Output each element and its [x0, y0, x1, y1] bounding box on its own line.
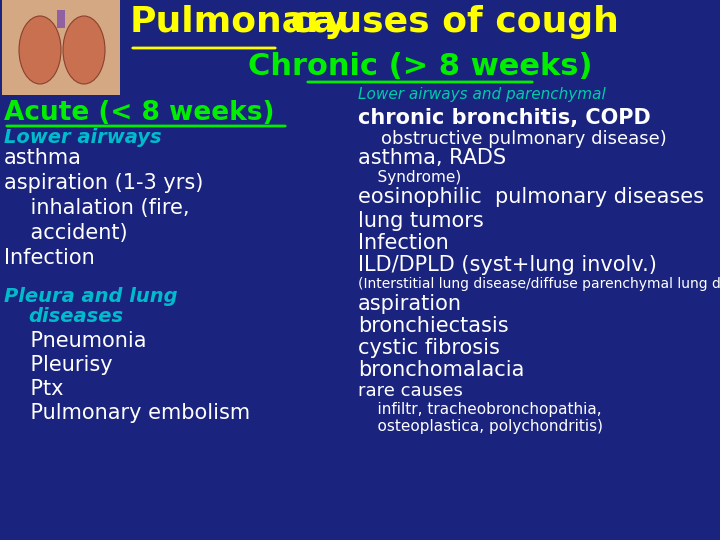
Text: Syndrome): Syndrome) — [358, 170, 462, 185]
Text: Chronic (> 8 weeks): Chronic (> 8 weeks) — [248, 52, 593, 81]
Text: aspiration: aspiration — [358, 294, 462, 314]
Text: Pulmonary embolism: Pulmonary embolism — [4, 403, 250, 423]
Text: Lower airways: Lower airways — [4, 128, 161, 147]
Text: osteoplastica, polychondritis): osteoplastica, polychondritis) — [358, 419, 603, 434]
Text: obstructive pulmonary disease): obstructive pulmonary disease) — [358, 130, 667, 148]
Text: Ptx: Ptx — [4, 379, 63, 399]
Text: cystic fibrosis: cystic fibrosis — [358, 338, 500, 358]
Text: bronchomalacia: bronchomalacia — [358, 360, 524, 380]
Text: lung tumors: lung tumors — [358, 211, 484, 231]
Text: diseases: diseases — [28, 307, 123, 326]
Text: rare causes: rare causes — [358, 382, 469, 400]
Text: (Interstitial lung disease/diffuse parenchymal lung d.): (Interstitial lung disease/diffuse paren… — [358, 277, 720, 291]
Text: asthma, RADS: asthma, RADS — [358, 148, 513, 168]
Text: Pneumonia: Pneumonia — [4, 331, 146, 351]
Text: infiltr, tracheobronchopathia,: infiltr, tracheobronchopathia, — [358, 402, 602, 417]
FancyBboxPatch shape — [57, 10, 65, 28]
Text: Acute (< 8 weeks): Acute (< 8 weeks) — [4, 100, 274, 126]
Text: aspiration (1-3 yrs): aspiration (1-3 yrs) — [4, 173, 203, 193]
Text: Infection: Infection — [358, 233, 449, 253]
Text: asthma: asthma — [4, 148, 82, 168]
Text: chronic bronchitis, COPD: chronic bronchitis, COPD — [358, 108, 658, 128]
Text: Infection: Infection — [4, 248, 95, 268]
Ellipse shape — [19, 16, 61, 84]
Text: bronchiectasis: bronchiectasis — [358, 316, 508, 336]
Text: ILD/DPLD (syst+lung involv.): ILD/DPLD (syst+lung involv.) — [358, 255, 657, 275]
Text: causes of cough: causes of cough — [278, 5, 619, 39]
Text: accident): accident) — [4, 223, 127, 243]
Text: inhalation (fire,: inhalation (fire, — [4, 198, 189, 218]
Text: eosinophilic  pulmonary diseases: eosinophilic pulmonary diseases — [358, 187, 704, 207]
Ellipse shape — [63, 16, 105, 84]
Text: Lower airways and parenchymal: Lower airways and parenchymal — [358, 87, 606, 102]
Text: Pulmonary: Pulmonary — [130, 5, 348, 39]
Text: Pleura and lung: Pleura and lung — [4, 287, 178, 306]
Text: Pleurisy: Pleurisy — [4, 355, 112, 375]
FancyBboxPatch shape — [2, 0, 120, 95]
